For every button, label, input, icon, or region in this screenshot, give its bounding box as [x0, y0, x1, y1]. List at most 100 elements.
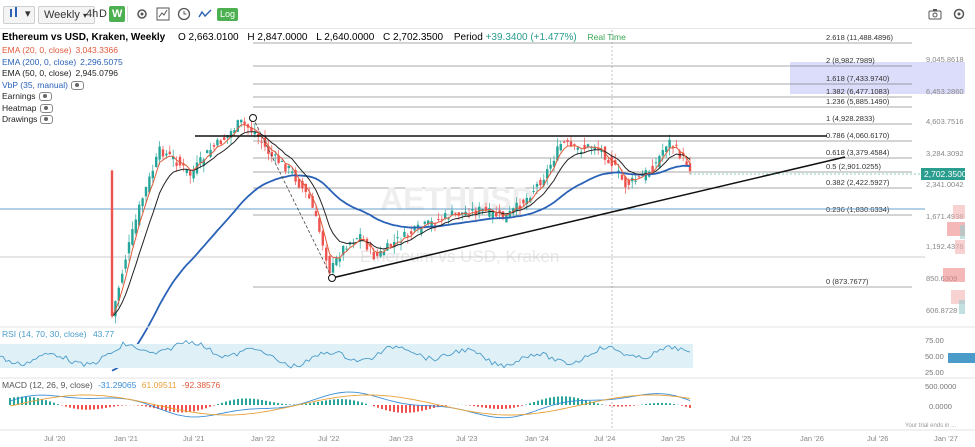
macd-hist-bar [593, 402, 595, 405]
interval-4h[interactable]: 4h [86, 8, 99, 20]
macd-hist-bar [489, 405, 491, 409]
macd-hist-bar [537, 400, 539, 405]
macd-hist-bar [669, 403, 671, 405]
macd-hist-bar [661, 402, 663, 405]
rsi-line[interactable] [0, 339, 691, 369]
watermark-symbol: AETHUSD [380, 181, 535, 217]
price-axis-label: 2,341.0042 [926, 180, 964, 189]
macd-hist-bar [545, 398, 547, 405]
chevron-down-icon: ▾ [82, 11, 87, 20]
macd-hist-bar [625, 405, 627, 407]
fib-anchor-line[interactable] [252, 117, 333, 279]
indicator-legend-item[interactable]: EMA (200, 0, close) 2,296.5075 [2, 57, 123, 68]
eye-icon[interactable] [40, 115, 54, 125]
compare-icon[interactable] [198, 7, 212, 21]
macd-hist-bar [501, 405, 503, 410]
fib-level-label: 1.236 (5,885.1490) [826, 97, 890, 106]
interval-w[interactable]: W [109, 6, 126, 22]
eye-icon[interactable] [39, 103, 53, 113]
macd-hist-bar [225, 401, 227, 405]
indicators-icon[interactable] [156, 7, 170, 21]
fib-anchor-high[interactable] [249, 114, 257, 122]
ema-20-line[interactable] [111, 124, 691, 317]
rising-trendline[interactable] [331, 156, 846, 279]
macd-hist-bar [649, 403, 651, 405]
macd-hist-bar [89, 405, 91, 410]
time-axis-label: Jul '22 [318, 434, 339, 443]
macd-hist-bar [477, 405, 479, 407]
macd-hist-bar [373, 405, 375, 407]
current-price-label: 2,702.3500 [924, 169, 967, 179]
macd-hist-bar [585, 400, 587, 405]
settings-icon[interactable] [135, 7, 149, 21]
fib-anchor-low[interactable] [328, 274, 336, 282]
macd-hist-bar [337, 399, 339, 405]
fib-highlight-zone [790, 62, 965, 94]
price-axis-label: 606.8728 [926, 306, 957, 315]
macd-hist-bar [665, 403, 667, 405]
indicator-legend-item[interactable]: Earnings [2, 91, 52, 102]
ema-50-line[interactable] [111, 131, 691, 317]
interval-select[interactable]: Weekly ▾ [38, 6, 95, 24]
macd-hist-bar [217, 404, 219, 405]
macd-hist-bar [325, 400, 327, 405]
indicator-label: EMA (50, 0, close) [2, 68, 72, 78]
macd-hist-bar [25, 396, 27, 405]
ema-200-line[interactable] [111, 164, 691, 372]
indicator-legend-item[interactable]: Drawings [2, 114, 54, 125]
macd-signal-line[interactable] [9, 394, 691, 416]
macd-legend[interactable]: MACD (12, 26, 9, close) -31.29065 61.095… [2, 380, 220, 391]
macd-value: -31.29065 [98, 380, 137, 390]
camera-icon[interactable] [928, 7, 942, 21]
macd-hist-bar [341, 399, 343, 405]
volume-profile-bar [953, 205, 965, 219]
chart-type-button[interactable] [3, 6, 35, 24]
macd-hist-bar [317, 401, 319, 405]
trial-note: Your trial ends in ... [905, 423, 956, 429]
indicator-legend-item[interactable]: Heatmap [2, 103, 53, 114]
rsi-value-tag [948, 353, 975, 363]
indicator-legend-item[interactable]: EMA (50, 0, close) 2,945.0796 [2, 68, 118, 79]
indicator-value: 2,296.5075 [80, 56, 123, 67]
fib-level-label: 0.5 (2,901.0255) [826, 162, 882, 171]
macd-hist-bar [421, 405, 423, 411]
macd-hist-bar [533, 402, 535, 405]
macd-hist-bar [193, 405, 195, 412]
chart-type-dropdown-icon[interactable]: ▾ [25, 8, 31, 20]
macd-hist-bar [309, 403, 311, 405]
ohlc-open: O 2,663.0100 [178, 32, 239, 43]
interval-d[interactable]: D [99, 8, 107, 20]
indicator-label: Heatmap [2, 102, 37, 113]
macd-hist-bar [613, 405, 615, 407]
macd-hist-bar [345, 399, 347, 405]
symbol-header: Ethereum vs USD, Kraken, Weekly O 2,663.… [2, 31, 626, 44]
macd-hist-bar [541, 399, 543, 405]
rsi-legend[interactable]: RSI (14, 70, 30, close) 43.77 [2, 329, 114, 340]
indicator-legend-item[interactable]: VbP (35, manual) [2, 80, 84, 91]
log-scale-toggle[interactable]: Log [217, 8, 239, 21]
fib-level-label: 0.382 (2,422.5927) [826, 178, 890, 187]
macd-hist-bar [121, 405, 123, 406]
macd-hist-bar [673, 403, 675, 405]
macd-hist-bar [513, 405, 515, 408]
macd-hist-bar [85, 405, 87, 410]
clock-icon[interactable] [177, 7, 191, 21]
macd-hist-bar [633, 405, 635, 406]
eye-icon[interactable] [38, 92, 52, 102]
macd-hist-bar [601, 404, 603, 405]
macd-hist-bar [433, 405, 435, 409]
time-axis: Jul '20 Jan '21 Jul '21 Jan '22 Jul '22 Jan '… [44, 434, 958, 443]
fib-level-label: 1.382 (6,477.1083) [826, 87, 890, 96]
settings-gear-icon[interactable] [952, 7, 966, 21]
fib-level-label: 0.618 (3,379.4584) [826, 148, 890, 157]
indicator-legend-item[interactable]: EMA (20, 0, close) 3,043.3366 [2, 45, 118, 56]
macd-hist-bar [197, 405, 199, 411]
macd-hist-bar [81, 405, 83, 410]
time-axis-label: Jan '22 [251, 434, 275, 443]
fib-level-label: 2.618 (11,488.4896) [826, 33, 894, 42]
eye-icon[interactable] [71, 80, 84, 90]
macd-hist-bar [253, 398, 255, 405]
macd-hist-bar [141, 405, 143, 406]
indicator-label: VbP (35, manual) [2, 79, 68, 90]
